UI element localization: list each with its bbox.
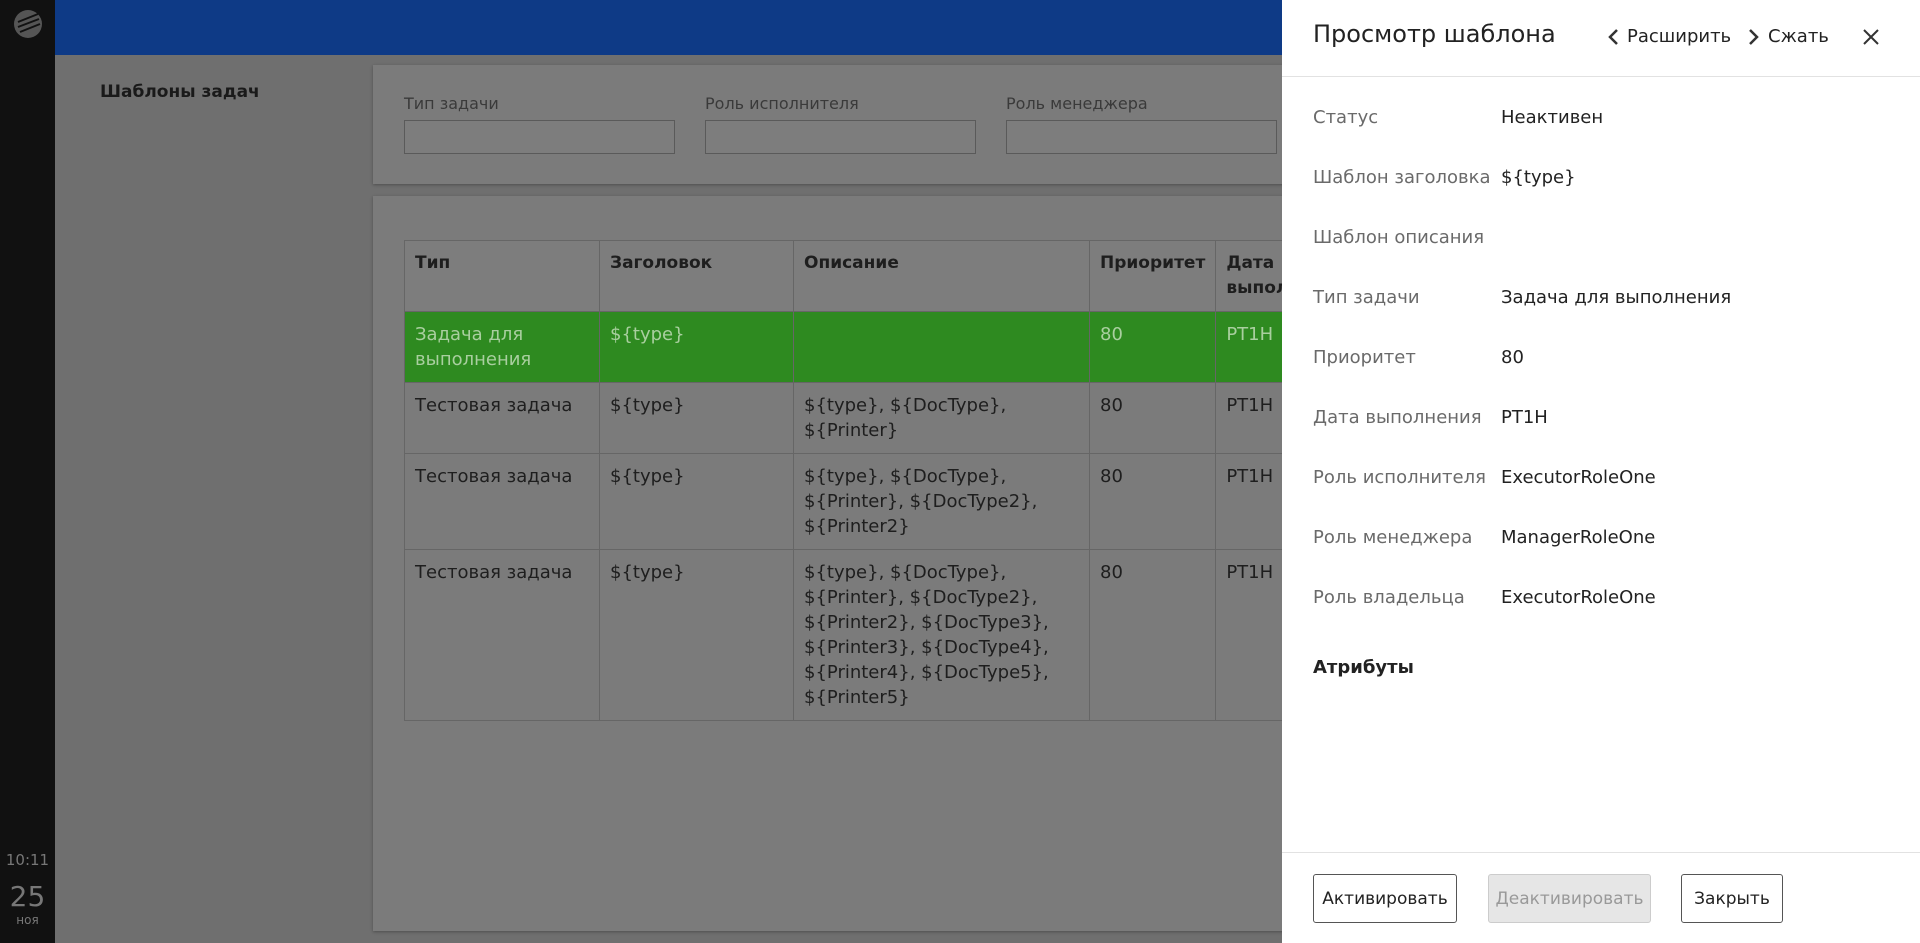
table-cell: ${type}, ${DocType}, ${Printer}, ${DocTy… [793, 549, 1090, 721]
close-icon[interactable] [1862, 28, 1880, 46]
column-header: Тип [404, 240, 600, 312]
filter-input[interactable] [705, 120, 976, 154]
deactivate-button: Деактивировать [1488, 874, 1651, 923]
chevron-right [1749, 28, 1759, 45]
table-cell: 80 [1088, 549, 1217, 721]
field-value: Задача для выполнения [1501, 287, 1732, 308]
field-label: Шаблон заголовка [1313, 167, 1491, 188]
table-cell: ${type} [599, 549, 794, 721]
field-label: Дата выполнения [1313, 407, 1482, 428]
divider [1282, 76, 1920, 77]
field-label: Роль владельца [1313, 587, 1465, 608]
table-cell: 80 [1088, 382, 1217, 454]
filter-label: Тип задачи [404, 94, 499, 113]
filter-label: Роль исполнителя [705, 94, 859, 113]
expand-button[interactable]: Расширить [1607, 26, 1731, 47]
table-row[interactable]: Тестовая задача ${type} ${type}, ${DocType… [404, 382, 1377, 454]
table-cell: ${type}, ${DocType}, ${Printer}, ${DocTy… [793, 453, 1090, 550]
page-title: Шаблоны задач [100, 82, 260, 102]
field-label: Роль менеджера [1313, 527, 1473, 548]
table-cell: Задача для выполнения [404, 311, 600, 383]
column-header: Описание [793, 240, 1090, 312]
table-cell: Тестовая задача [404, 549, 600, 721]
top-bar [55, 0, 1282, 55]
sidebar: 10:11 25 ноя [0, 0, 55, 943]
field-label: Приоритет [1313, 347, 1416, 368]
field-value: PT1H [1501, 407, 1548, 428]
filter-label: Роль менеджера [1006, 94, 1148, 113]
column-header: Приоритет [1088, 240, 1217, 312]
time: 10:11 [5, 851, 50, 869]
table-cell: Тестовая задача [404, 382, 600, 454]
field-value: Неактивен [1501, 107, 1604, 128]
table-cell: 80 [1088, 311, 1217, 383]
expand-label: Расширить [1627, 26, 1732, 47]
panel-title: Просмотр шаблона [1313, 20, 1556, 48]
filter-input[interactable] [404, 120, 675, 154]
field-label: Роль исполнителя [1313, 467, 1486, 488]
table-cell: ${type} [599, 453, 794, 550]
table-cell: Тестовая задача [404, 453, 600, 550]
month: ноя [16, 913, 39, 927]
field-value: ${type} [1501, 167, 1576, 188]
section-title: Атрибуты [1313, 657, 1414, 678]
field-value: ExecutorRoleOne [1501, 587, 1656, 608]
side-panel: Просмотр шаблона Расширить Сжать Статус Н… [1282, 0, 1920, 943]
collapse-button[interactable]: Сжать [1748, 26, 1829, 47]
field-label: Тип задачи [1313, 287, 1420, 308]
table-cell: ${type} [599, 382, 794, 454]
table-cell [793, 311, 1090, 383]
field-value: 80 [1501, 347, 1524, 368]
field-label: Статус [1313, 107, 1379, 128]
table-row[interactable]: Тестовая задача ${type} ${type}, ${DocType… [404, 549, 1377, 721]
table-row[interactable]: Тестовая задача ${type} ${type}, ${DocType… [404, 453, 1377, 550]
column-header: Заголовок [599, 240, 794, 312]
collapse-label: Сжать [1768, 26, 1829, 47]
field-value: ManagerRoleOne [1501, 527, 1656, 548]
logo [14, 10, 42, 38]
filter-input[interactable] [1006, 120, 1277, 154]
table-cell: 80 [1088, 453, 1217, 550]
divider [1282, 852, 1920, 853]
day: 25 [9, 880, 46, 913]
table-cell: ${type} [599, 311, 794, 383]
table-row[interactable]: Задача для выполнения ${type} 80 PT1H [404, 311, 1377, 383]
chevron-left [1608, 28, 1618, 45]
close-button[interactable]: Закрыть [1681, 874, 1783, 923]
activate-button[interactable]: Активировать [1313, 874, 1457, 923]
field-label: Шаблон описания [1313, 227, 1485, 248]
table-cell: ${type}, ${DocType}, ${Printer} [793, 382, 1090, 454]
field-value: ExecutorRoleOne [1501, 467, 1656, 488]
